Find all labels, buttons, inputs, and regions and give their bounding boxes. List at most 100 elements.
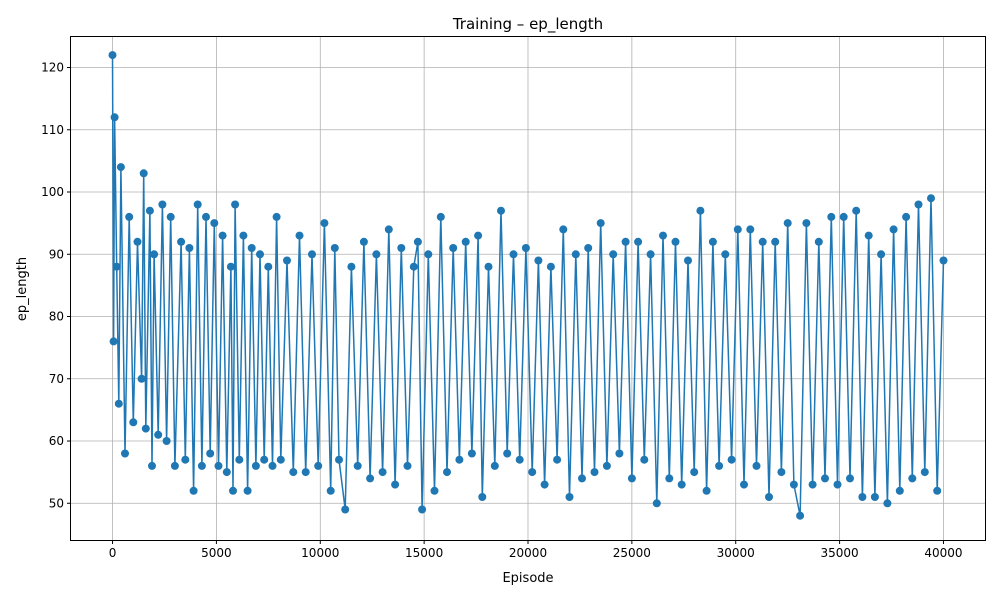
x-tick-label: 30000	[717, 546, 755, 560]
data-point	[222, 468, 231, 477]
data-point	[484, 262, 493, 271]
data-point	[413, 237, 422, 246]
y-tick-label: 110	[41, 123, 64, 137]
data-point	[534, 256, 543, 265]
data-point	[858, 493, 867, 501]
data-point	[808, 480, 817, 489]
data-point	[443, 468, 451, 477]
data-point	[503, 449, 512, 458]
data-point	[197, 461, 206, 470]
data-point	[137, 374, 146, 383]
data-point	[430, 486, 439, 495]
data-point	[243, 486, 252, 495]
data-point	[727, 455, 736, 464]
data-point	[546, 262, 555, 271]
data-point	[158, 200, 167, 209]
data-point	[436, 212, 445, 221]
data-point	[335, 455, 343, 464]
data-point	[671, 237, 680, 246]
data-point	[521, 244, 530, 252]
data-point	[578, 474, 586, 483]
data-point	[634, 237, 643, 246]
data-point	[752, 461, 761, 470]
data-point	[646, 250, 655, 259]
x-tick-label: 10000	[301, 546, 339, 560]
data-point	[715, 461, 724, 470]
data-point	[584, 244, 593, 252]
data-point	[665, 474, 674, 483]
data-point	[141, 424, 150, 433]
y-tick-label: 100	[41, 185, 64, 199]
x-axis-label: Episode	[502, 571, 553, 586]
data-point	[231, 200, 240, 209]
data-point	[202, 212, 210, 221]
data-point	[150, 250, 159, 259]
data-point	[308, 250, 316, 259]
data-point	[251, 461, 260, 470]
data-point	[765, 493, 773, 501]
x-tick-label: 0	[109, 546, 117, 560]
data-point	[796, 511, 805, 520]
data-point	[210, 219, 219, 228]
data-point	[139, 169, 148, 178]
chart-title: Training – ep_length	[452, 15, 603, 34]
data-point	[378, 468, 387, 477]
data-point	[684, 256, 692, 265]
data-point	[276, 455, 285, 464]
data-point	[206, 449, 215, 458]
data-point	[802, 219, 811, 228]
data-point	[864, 231, 873, 240]
data-point	[268, 461, 277, 470]
data-point	[341, 505, 350, 514]
data-point	[721, 250, 730, 259]
data-point	[889, 225, 898, 234]
data-point	[920, 468, 929, 477]
data-point	[490, 461, 499, 470]
data-point	[783, 219, 792, 228]
x-tick-label: 15000	[405, 546, 443, 560]
data-point	[256, 250, 264, 259]
data-point	[615, 449, 624, 458]
y-tick-label: 90	[49, 247, 64, 261]
x-tick-label: 20000	[509, 546, 547, 560]
data-point	[214, 461, 223, 470]
x-tick-label: 5000	[201, 546, 232, 560]
data-point	[852, 206, 861, 215]
data-point	[218, 231, 227, 240]
data-point	[902, 212, 911, 221]
data-point	[590, 468, 599, 477]
data-point	[366, 474, 375, 483]
x-tick-label: 40000	[924, 546, 962, 560]
data-point	[733, 225, 742, 234]
grid-lines	[71, 37, 985, 540]
data-point	[229, 486, 237, 495]
data-point	[895, 486, 904, 495]
data-point	[933, 486, 942, 495]
data-point	[109, 337, 118, 346]
data-point	[883, 499, 892, 508]
data-point	[509, 250, 518, 259]
data-point	[696, 206, 705, 215]
data-point	[553, 455, 562, 464]
data-point	[424, 250, 433, 259]
y-axis-label: ep_length	[15, 257, 30, 321]
y-axis-ticks: 50 60 70 80 90 100 110 120	[41, 61, 71, 510]
data-point	[877, 250, 886, 259]
data-point	[652, 499, 661, 508]
data-point	[418, 505, 427, 514]
data-point	[908, 474, 917, 483]
data-point	[771, 237, 780, 246]
data-point	[226, 262, 235, 271]
data-point	[314, 461, 323, 470]
data-point	[602, 461, 611, 470]
data-point	[129, 418, 138, 427]
data-point	[185, 244, 194, 252]
data-point	[384, 225, 393, 234]
data-point	[821, 474, 829, 483]
data-point	[621, 237, 630, 246]
data-point	[640, 455, 649, 464]
data-point	[827, 212, 836, 221]
data-point	[170, 461, 179, 470]
data-point	[497, 206, 505, 215]
data-point	[353, 461, 362, 470]
